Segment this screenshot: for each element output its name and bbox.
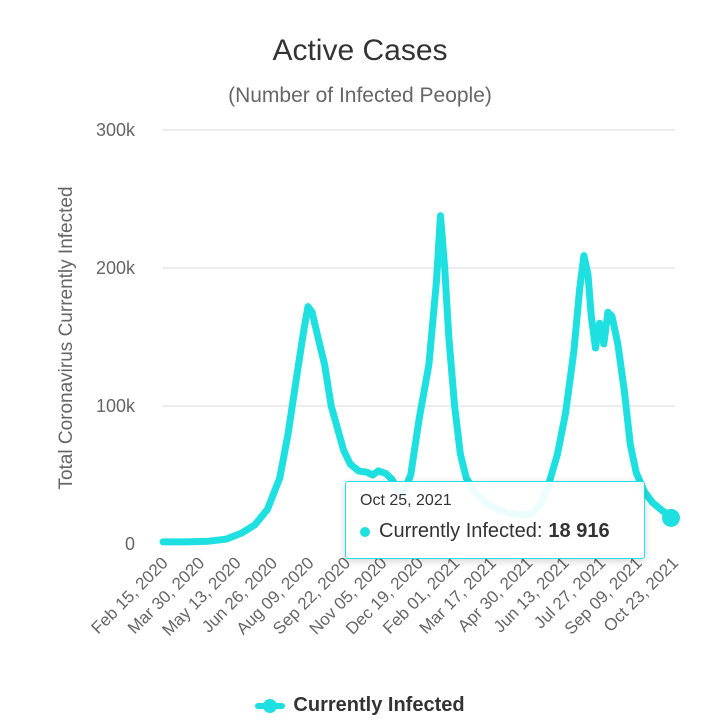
y-axis-ticks: 0 100k 200k 300k bbox=[96, 120, 136, 554]
legend-label[interactable]: Currently Infected bbox=[293, 694, 465, 716]
tooltip-row: Currently Infected: 18 916 bbox=[360, 520, 630, 543]
series-line[interactable] bbox=[159, 212, 679, 546]
chart-subtitle: (Number of Infected People) bbox=[228, 84, 492, 107]
series-currently-infected[interactable] bbox=[159, 212, 680, 546]
tooltip: Oct 25, 2021 Currently Infected: 18 916 bbox=[345, 481, 645, 559]
y-axis-label: Total Coronavirus Currently Infected bbox=[56, 186, 77, 489]
legend-line-symbol[interactable] bbox=[255, 698, 286, 713]
chart-title: Active Cases bbox=[272, 34, 448, 67]
tooltip-series-label: Currently Infected: bbox=[379, 520, 543, 542]
y-tick-label: 300k bbox=[96, 120, 136, 140]
tooltip-date: Oct 25, 2021 bbox=[360, 492, 452, 509]
y-tick-label: 100k bbox=[96, 396, 136, 416]
y-tick-label: 0 bbox=[125, 534, 135, 554]
gridlines bbox=[163, 129, 675, 407]
highlighted-point[interactable] bbox=[662, 508, 680, 527]
tooltip-value: 18 916 bbox=[548, 520, 610, 542]
legend: Currently Infected bbox=[0, 694, 720, 717]
y-tick-label: 200k bbox=[96, 258, 136, 278]
tooltip-series-dot bbox=[360, 526, 370, 537]
